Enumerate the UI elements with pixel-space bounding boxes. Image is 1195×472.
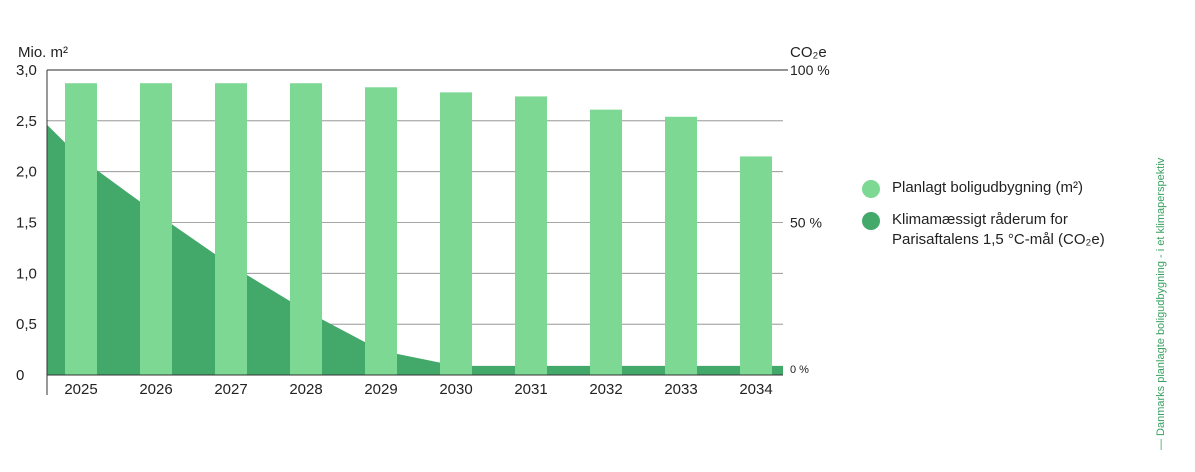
bar	[65, 83, 97, 375]
y-left-tick-label: 2,5	[16, 113, 37, 130]
bar	[365, 87, 397, 376]
legend-label-area-line1: Klimamæssigt råderum for	[892, 211, 1068, 228]
bar	[140, 83, 172, 375]
legend-swatch-area	[862, 212, 880, 230]
legend: Planlagt boligudbygning (m²) Klimamæssig…	[862, 178, 1105, 262]
x-tick-label: 2033	[664, 381, 697, 398]
y-left-tick-label: 3,0	[16, 62, 37, 79]
legend-item-bars: Planlagt boligudbygning (m²)	[862, 178, 1105, 198]
bar	[290, 83, 322, 375]
x-tick-label: 2030	[439, 381, 472, 398]
bar	[515, 96, 547, 375]
y-right-tick-label: 100 %	[790, 62, 830, 78]
legend-label-area: Klimamæssigt råderum for Parisaftalens 1…	[892, 210, 1105, 250]
y-right-tick-label: 0 %	[790, 364, 809, 376]
x-tick-label: 2034	[739, 381, 772, 398]
y-axis-right: 0 % 50 % 100 %	[790, 62, 830, 376]
y-right-label: CO₂e	[790, 44, 827, 61]
side-caption: — Danmarks planlagte boligudbygning - i …	[1155, 157, 1167, 450]
y-left-tick-label: 0	[16, 367, 24, 384]
x-tick-label: 2029	[364, 381, 397, 398]
y-left-tick-label: 0,5	[16, 316, 37, 333]
legend-swatch-bars	[862, 180, 880, 198]
bar	[440, 92, 472, 375]
x-tick-label: 2028	[289, 381, 322, 398]
x-tick-label: 2026	[139, 381, 172, 398]
legend-label-bars: Planlagt boligudbygning (m²)	[892, 179, 1083, 196]
y-left-label: Mio. m²	[18, 44, 68, 61]
y-left-tick-label: 1,5	[16, 215, 37, 232]
bar	[665, 116, 697, 376]
x-axis: 2025 2026 2027 2028 2029 2030 2031 2032 2033 2034	[47, 374, 783, 398]
x-tick-label: 2025	[64, 381, 97, 398]
y-left-tick-label: 2,0	[16, 164, 37, 181]
x-tick-label: 2031	[514, 381, 547, 398]
bar	[215, 83, 247, 375]
legend-item-area: Klimamæssigt råderum for Parisaftalens 1…	[862, 210, 1105, 250]
bar	[740, 156, 772, 375]
bar-series	[65, 83, 772, 376]
y-right-tick-label: 50 %	[790, 215, 822, 231]
x-tick-label: 2032	[589, 381, 622, 398]
legend-label-area-line2: Parisaftalens 1,5 °C-mål (CO₂e)	[892, 231, 1105, 248]
bar	[590, 109, 622, 376]
y-axis-left: 0 0,5 1,0 1,5 2,0 2,5 3,0	[16, 62, 48, 395]
y-left-tick-label: 1,0	[16, 265, 37, 282]
x-tick-label: 2027	[214, 381, 247, 398]
